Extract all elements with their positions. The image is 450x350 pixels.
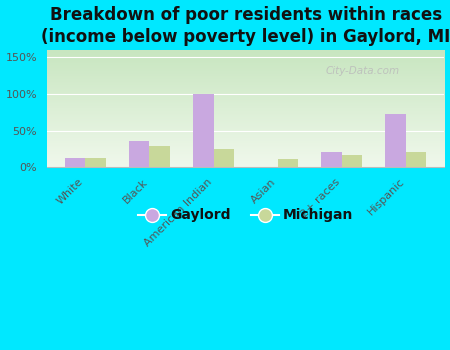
Bar bbox=[129, 141, 149, 167]
Bar bbox=[65, 158, 86, 167]
Bar bbox=[86, 158, 106, 167]
Bar bbox=[193, 94, 214, 167]
Title: Breakdown of poor residents within races
(income below poverty level) in Gaylord: Breakdown of poor residents within races… bbox=[41, 6, 450, 46]
Bar bbox=[149, 146, 170, 167]
Bar bbox=[342, 155, 362, 167]
Bar bbox=[386, 114, 406, 167]
Bar bbox=[406, 153, 427, 167]
Bar bbox=[321, 153, 342, 167]
Legend: Gaylord, Michigan: Gaylord, Michigan bbox=[132, 203, 359, 228]
Text: City-Data.com: City-Data.com bbox=[325, 66, 399, 76]
Bar bbox=[214, 149, 234, 167]
Bar bbox=[278, 159, 298, 167]
